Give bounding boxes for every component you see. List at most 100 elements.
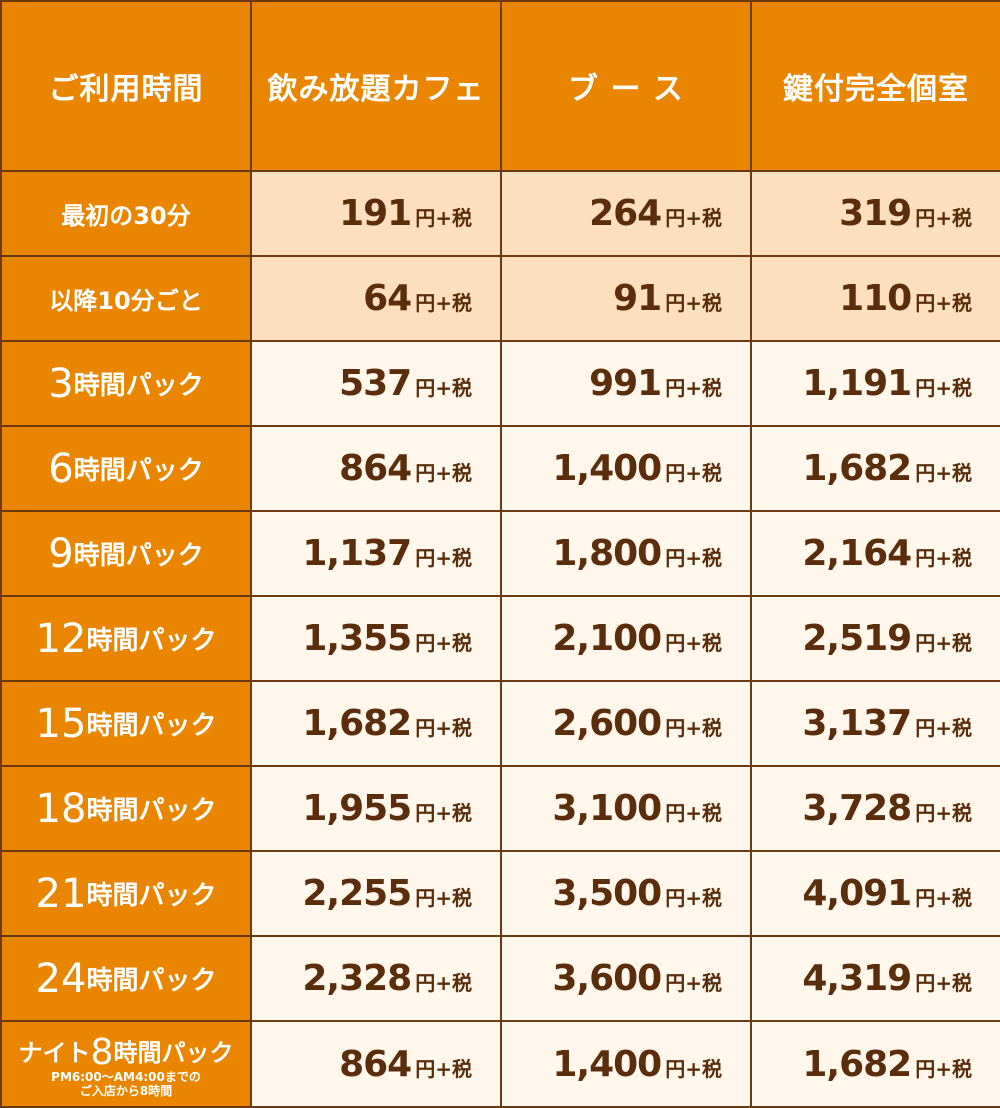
price-amount: 2,100 <box>552 618 662 659</box>
table-row: 6時間パック 864 円+税 1,400 円+税 1,682 円+税 <box>0 425 1000 512</box>
price-amount: 2,255 <box>302 873 412 914</box>
price-cell: 1,400 円+税 <box>500 425 752 512</box>
row-label: 18時間パック <box>0 765 252 852</box>
row-label-number: 15 <box>35 700 87 747</box>
price-unit: 円+税 <box>415 546 472 570</box>
table-row: 9時間パック 1,137 円+税 1,800 円+税 2,164 円+税 <box>0 510 1000 597</box>
price-cell: 191 円+税 <box>250 170 502 257</box>
table-row: 12時間パック 1,355 円+税 2,100 円+税 2,519 円+税 <box>0 595 1000 682</box>
price-unit: 円+税 <box>665 886 722 910</box>
row-label-number: 12 <box>35 615 87 662</box>
price-amount: 864 <box>339 448 412 489</box>
price-cell: 864 円+税 <box>250 1020 502 1108</box>
price-unit: 円+税 <box>915 206 972 230</box>
row-label-text: 時間パック <box>86 965 217 996</box>
price-amount: 3,137 <box>802 703 912 744</box>
row-label-number: 9 <box>48 530 74 577</box>
price-unit: 円+税 <box>415 801 472 825</box>
night-pack-number: 8 <box>90 1032 114 1073</box>
price-amount: 110 <box>839 278 912 319</box>
row-label: 12時間パック <box>0 595 252 682</box>
price-cell: 1,137 円+税 <box>250 510 502 597</box>
row-label-text: 最初の30分 <box>61 202 191 230</box>
price-unit: 円+税 <box>415 206 472 230</box>
price-cell: 991 円+税 <box>500 340 752 427</box>
night-pack-prefix: ナイト <box>18 1039 91 1067</box>
header-cafe: 飲み放題カフェ <box>250 0 502 172</box>
price-unit: 円+税 <box>915 801 972 825</box>
price-amount: 91 <box>613 278 662 319</box>
price-cell: 537 円+税 <box>250 340 502 427</box>
price-amount: 319 <box>839 193 912 234</box>
price-cell: 2,600 円+税 <box>500 680 752 767</box>
header-private-room: 鍵付完全個室 <box>750 0 1000 172</box>
price-amount: 864 <box>339 1043 412 1085</box>
price-amount: 264 <box>589 193 662 234</box>
price-amount: 2,328 <box>302 958 412 999</box>
row-label: 6時間パック <box>0 425 252 512</box>
price-unit: 円+税 <box>665 206 722 230</box>
night-pack-row: ナイト8時間パック PM6:00～AM4:00までの ご入店から8時間 864 円… <box>0 1020 1000 1108</box>
price-amount: 1,137 <box>302 533 412 574</box>
price-cell: 264 円+税 <box>500 170 752 257</box>
row-label: 9時間パック <box>0 510 252 597</box>
price-unit: 円+税 <box>915 886 972 910</box>
row-label-number: 6 <box>48 445 74 492</box>
row-label-text: 時間パック <box>73 370 204 401</box>
row-label-number: 24 <box>35 955 87 1002</box>
price-cell: 3,728 円+税 <box>750 765 1000 852</box>
price-unit: 円+税 <box>415 971 472 995</box>
price-amount: 64 <box>363 278 412 319</box>
table-row: 21時間パック 2,255 円+税 3,500 円+税 4,091 円+税 <box>0 850 1000 937</box>
table-row: 最初の30分 191 円+税 264 円+税 319 円+税 <box>0 170 1000 257</box>
price-unit: 円+税 <box>665 461 722 485</box>
row-label: 以降10分ごと <box>0 255 252 342</box>
table-row: 3時間パック 537 円+税 991 円+税 1,191 円+税 <box>0 340 1000 427</box>
price-cell: 4,319 円+税 <box>750 935 1000 1022</box>
price-unit: 円+税 <box>665 631 722 655</box>
price-unit: 円+税 <box>665 801 722 825</box>
row-label-text: 時間パック <box>86 795 217 826</box>
price-cell: 864 円+税 <box>250 425 502 512</box>
price-unit: 円+税 <box>415 376 472 400</box>
price-cell: 64 円+税 <box>250 255 502 342</box>
price-unit: 円+税 <box>915 376 972 400</box>
price-unit: 円+税 <box>665 376 722 400</box>
price-unit: 円+税 <box>415 716 472 740</box>
price-amount: 1,682 <box>302 703 412 744</box>
price-amount: 3,100 <box>552 788 662 829</box>
night-pack-label: ナイト8時間パック PM6:00～AM4:00までの ご入店から8時間 <box>0 1020 252 1108</box>
price-unit: 円+税 <box>915 461 972 485</box>
price-cell: 1,355 円+税 <box>250 595 502 682</box>
price-unit: 円+税 <box>915 546 972 570</box>
price-amount: 3,500 <box>552 873 662 914</box>
price-amount: 1,955 <box>302 788 412 829</box>
price-cell: 2,164 円+税 <box>750 510 1000 597</box>
row-label-number: 3 <box>48 360 74 407</box>
price-unit: 円+税 <box>915 1056 972 1081</box>
price-cell: 1,682 円+税 <box>250 680 502 767</box>
price-unit: 円+税 <box>415 461 472 485</box>
table-row: 15時間パック 1,682 円+税 2,600 円+税 3,137 円+税 <box>0 680 1000 767</box>
table-row: 18時間パック 1,955 円+税 3,100 円+税 3,728 円+税 <box>0 765 1000 852</box>
price-amount: 3,600 <box>552 958 662 999</box>
price-unit: 円+税 <box>415 1056 472 1081</box>
price-amount: 1,400 <box>552 1043 662 1085</box>
price-cell: 1,682 円+税 <box>750 1020 1000 1108</box>
row-label: 24時間パック <box>0 935 252 1022</box>
price-cell: 2,519 円+税 <box>750 595 1000 682</box>
price-cell: 2,255 円+税 <box>250 850 502 937</box>
price-cell: 319 円+税 <box>750 170 1000 257</box>
price-amount: 537 <box>339 363 412 404</box>
price-cell: 2,100 円+税 <box>500 595 752 682</box>
row-label-number: 21 <box>35 870 87 917</box>
price-cell: 110 円+税 <box>750 255 1000 342</box>
price-amount: 1,191 <box>802 363 912 404</box>
price-amount: 4,091 <box>802 873 912 914</box>
price-unit: 円+税 <box>915 291 972 315</box>
row-label: 最初の30分 <box>0 170 252 257</box>
price-unit: 円+税 <box>665 546 722 570</box>
price-cell: 1,955 円+税 <box>250 765 502 852</box>
price-unit: 円+税 <box>415 291 472 315</box>
price-cell: 91 円+税 <box>500 255 752 342</box>
